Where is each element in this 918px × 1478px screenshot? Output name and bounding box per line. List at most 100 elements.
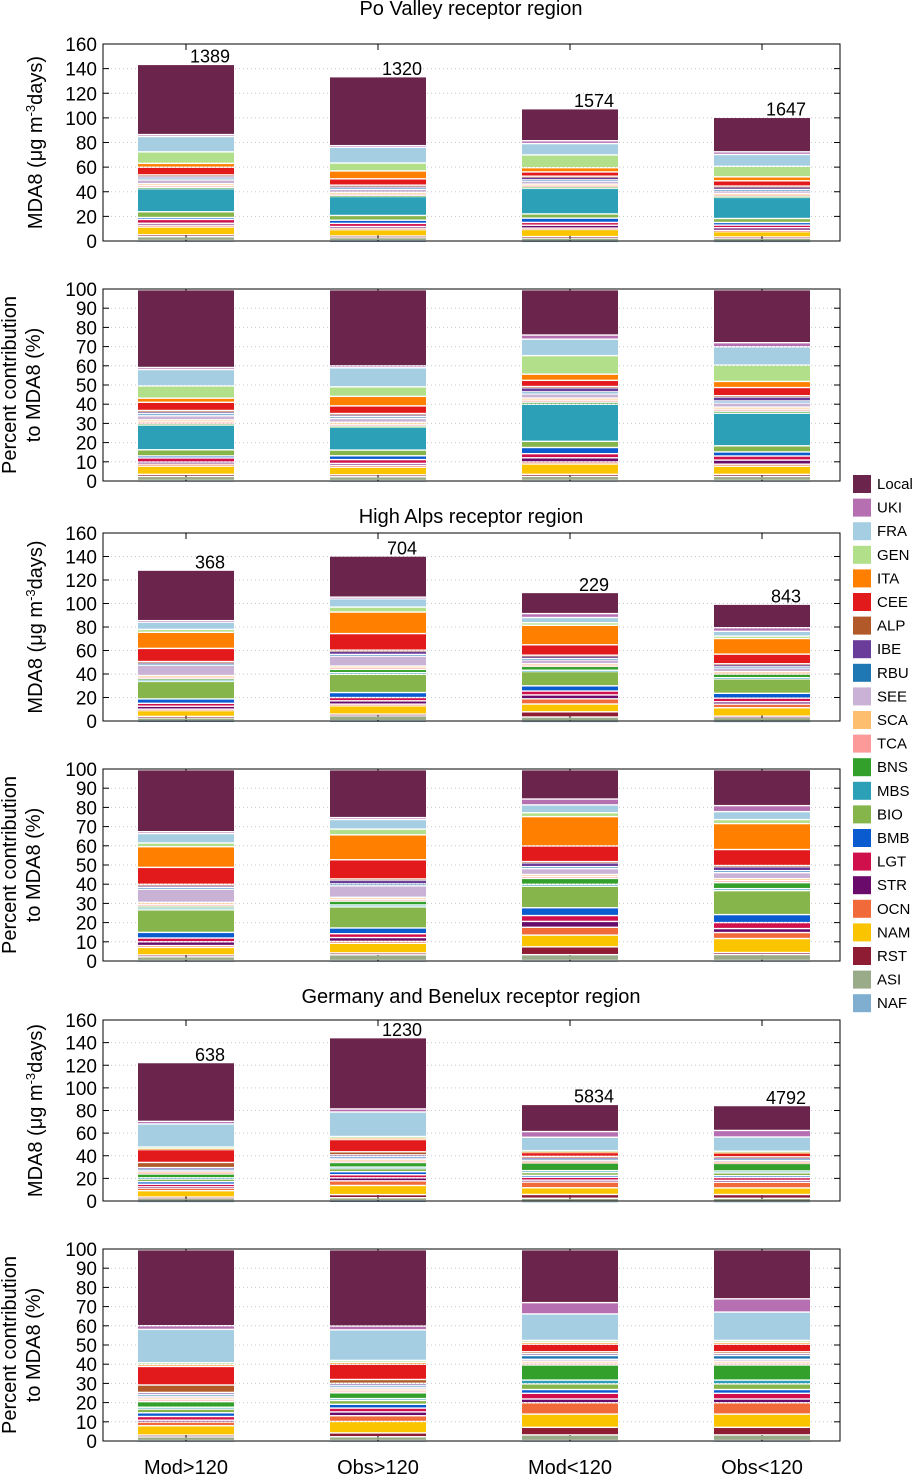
bar-segment-str (330, 227, 426, 228)
bar-segment-nam (138, 711, 234, 716)
y-tick-label: 0 (86, 712, 97, 733)
bar-segment-lgt (522, 454, 618, 458)
axes-frame (102, 288, 841, 482)
bar-segment-uki (330, 366, 426, 368)
bar-segment-alp (522, 1157, 618, 1158)
bar-segment-ibe (138, 1393, 234, 1394)
bar-segment-lgt (714, 1178, 810, 1180)
bar-segment-gen (714, 820, 810, 823)
bar-segment-gen (138, 386, 234, 398)
bar-segment-asi (522, 955, 618, 960)
y-tick-label: 60 (76, 158, 97, 179)
bar-segment-ocn (522, 927, 618, 935)
bar-segment-mbs (138, 425, 234, 450)
bar-segment-see (330, 656, 426, 666)
bar-segment-sca (330, 422, 426, 424)
axes-frame (102, 1248, 841, 1442)
bar-segment-asi (714, 477, 810, 480)
bar-segment-alp (138, 1385, 234, 1392)
region-0-absolute-axes: 0 20 40 60 80 100 120 140 160 1389 1320 1574 1647 (65, 35, 841, 253)
bar-segment-cee (714, 654, 810, 664)
y-axis-label: MDA8 (μg m-3days) (23, 540, 47, 713)
y-tick-label: 60 (76, 642, 97, 663)
bar-segment-bmb (522, 1176, 618, 1177)
bar-segment-rbu (714, 1159, 810, 1160)
bar-segment-naf (714, 1441, 810, 1442)
bar-segment-ita (330, 612, 426, 633)
bar-segment-lgt (714, 923, 810, 928)
bar-segment-rst (714, 1428, 810, 1435)
bar-segment-bns (714, 196, 810, 198)
bar-segment-tca (522, 400, 618, 402)
bar-segment-ibe (522, 1157, 618, 1159)
bar-segment-uki (330, 146, 426, 147)
bar-segment-naf (138, 1441, 234, 1442)
bar-segment-rbu (522, 1356, 618, 1359)
bar-segment-asi (522, 717, 618, 721)
bar-segment-local (714, 1250, 810, 1299)
bar-segment-sca (714, 879, 810, 880)
bar-segment-ibe (330, 1155, 426, 1157)
bar-segment-rbu (138, 1394, 234, 1396)
bar-segment-bns (522, 1163, 618, 1170)
region-title: Po Valley receptor region (359, 0, 582, 20)
bar-segment-see (330, 886, 426, 897)
bar-segment-tca (330, 668, 426, 669)
y-tick-label: 60 (76, 837, 97, 858)
bar-segment-bns (138, 679, 234, 680)
bar-segment-ibe (522, 177, 618, 180)
bar-segment-mbs (714, 1380, 810, 1384)
bar-segment-bmb (330, 928, 426, 934)
bar-segment-alp (138, 175, 234, 177)
bar-segment-rst (522, 712, 618, 717)
bar-segment-cee (714, 388, 810, 395)
bar-segment-str (714, 702, 810, 704)
bar-segment-see (330, 1158, 426, 1160)
y-tick-label: 80 (76, 1278, 97, 1299)
bar-segment-bmb (138, 456, 234, 458)
y-tick-label: 120 (65, 571, 97, 592)
legend-label: BIO (877, 806, 903, 823)
y-tick-label: 100 (65, 109, 97, 130)
bar-segment-ibe (330, 415, 426, 416)
bar-segment-local (522, 290, 618, 335)
bar-segment-cee (330, 179, 426, 185)
bar-segment-nam (714, 232, 810, 237)
bar-segment-alp (138, 411, 234, 412)
bar-segment-mbs (330, 427, 426, 450)
bar-segment-ocn (330, 228, 426, 230)
bar-segment-local (522, 770, 618, 799)
bar-segment-alp (714, 866, 810, 867)
bar-segment-lgt (330, 698, 426, 701)
bar-segment-uki (714, 1131, 810, 1137)
bar-segment-bns (138, 906, 234, 908)
bar-segment-ita (330, 171, 426, 179)
bar-segment-tca (522, 186, 618, 187)
bar-segment-rst (330, 1195, 426, 1198)
legend-label: LGT (877, 854, 906, 871)
bar-segment-str (138, 462, 234, 464)
bar-segment-str (714, 228, 810, 230)
bar-total-label: 1320 (382, 59, 422, 79)
bar-segment-cee (714, 850, 810, 865)
legend-swatch-nam (853, 923, 871, 942)
legend-swatch-str (853, 876, 871, 895)
bar-segment-rst (330, 953, 426, 955)
bar-segment-nam (522, 704, 618, 712)
bar-segment-nam (330, 944, 426, 953)
y-tick-label: 40 (76, 395, 97, 416)
bar-segment-cee (138, 402, 234, 410)
bar-segment-str (330, 701, 426, 704)
bar-segment-naf (522, 241, 618, 243)
bar-segment-tca (138, 1400, 234, 1402)
y-tick-label: 80 (76, 1102, 97, 1123)
bar-segment-naf (330, 721, 426, 722)
legend-swatch-tca (853, 734, 871, 753)
bar-segment-local (714, 290, 810, 342)
bar-segment-sca (138, 184, 234, 185)
y-tick-label: 100 (65, 595, 97, 616)
bar-segment-lgt (714, 1394, 810, 1399)
bar-segment-tca (138, 186, 234, 187)
bar-segment-fra (330, 599, 426, 607)
bar-segment-bmb (522, 448, 618, 453)
